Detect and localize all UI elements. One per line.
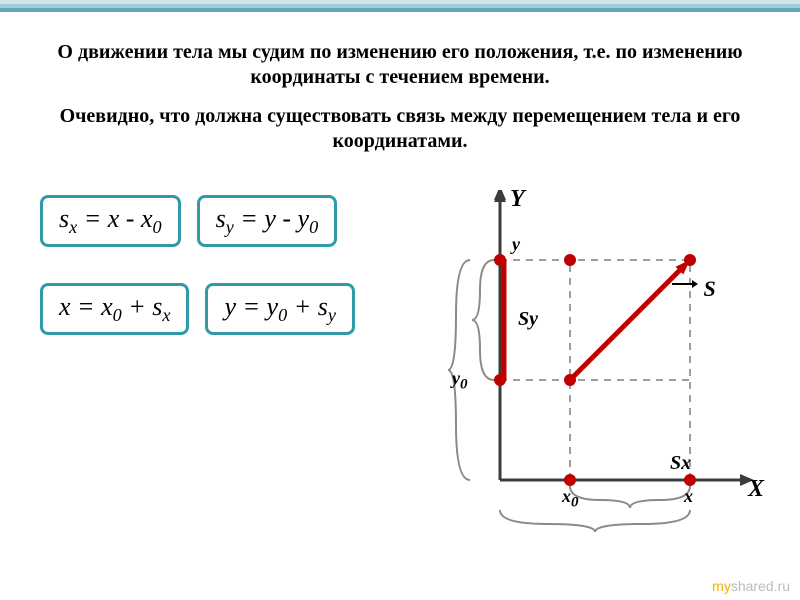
sx-rhs: = x - x [77, 204, 152, 233]
text-content: О движении тела мы судим по изменению ег… [0, 40, 800, 168]
formula-row-1: sx = x - x0 sy = y - y0 [40, 195, 440, 247]
coord-label-x: x [684, 486, 693, 507]
coord-label-y0: y0 [452, 368, 468, 394]
formula-sx: sx = x - x0 [40, 195, 181, 247]
x-post: + s [122, 292, 163, 321]
decorative-stripes [0, 0, 800, 16]
x-post-sub: x [162, 305, 170, 325]
sx-lhs: s [59, 204, 69, 233]
y-pre-sub: 0 [278, 305, 287, 325]
sx-lhs-sub: x [69, 217, 77, 237]
x-pre-sub: 0 [113, 305, 122, 325]
sy-rhs: = y - y [234, 204, 309, 233]
label-sx: Sx [670, 452, 691, 475]
watermark-my: my [712, 578, 731, 594]
coord-label-x0: x0 [562, 486, 579, 512]
s-arrow-icon [670, 278, 698, 300]
watermark: myshared.ru [712, 578, 790, 594]
label-sy: Sy [518, 308, 538, 331]
y0-sub: 0 [460, 377, 468, 393]
s-text: S [704, 276, 716, 301]
sy-lhs: s [216, 204, 226, 233]
sy-lhs-sub: y [226, 217, 234, 237]
formula-x: x = x0 + sx [40, 283, 189, 335]
y0-text: y [452, 368, 460, 388]
watermark-shared: shared [731, 578, 774, 594]
formula-row-2: x = x0 + sx y = y0 + sy [40, 283, 440, 335]
stripe-3 [0, 8, 800, 12]
formula-sy: sy = y - y0 [197, 195, 338, 247]
formula-y: y = y0 + sy [205, 283, 354, 335]
y-post-sub: y [328, 305, 336, 325]
y-post: + s [287, 292, 328, 321]
sx-rhs-sub: 0 [153, 217, 162, 237]
paragraph-1: О движении тела мы судим по изменению ег… [40, 40, 760, 90]
sy-rhs-sub: 0 [309, 217, 318, 237]
watermark-ru: .ru [774, 578, 790, 594]
axis-label-x: X [748, 476, 764, 503]
label-s: S [670, 278, 716, 306]
axis-label-y: Y [510, 186, 525, 213]
paragraph-2: Очевидно, что должна существовать связь … [40, 104, 760, 154]
x-pre: x = x [59, 292, 113, 321]
coord-label-y: y [512, 234, 520, 255]
coordinate-diagram: Y X y y0 x0 x Sy Sx S [440, 190, 780, 550]
diagram-svg [440, 190, 780, 550]
formula-block: sx = x - x0 sy = y - y0 x = x0 + sx y = … [40, 195, 440, 371]
y-pre: y = y [224, 292, 278, 321]
x0-text: x [562, 486, 571, 506]
x0-sub: 0 [571, 495, 579, 511]
